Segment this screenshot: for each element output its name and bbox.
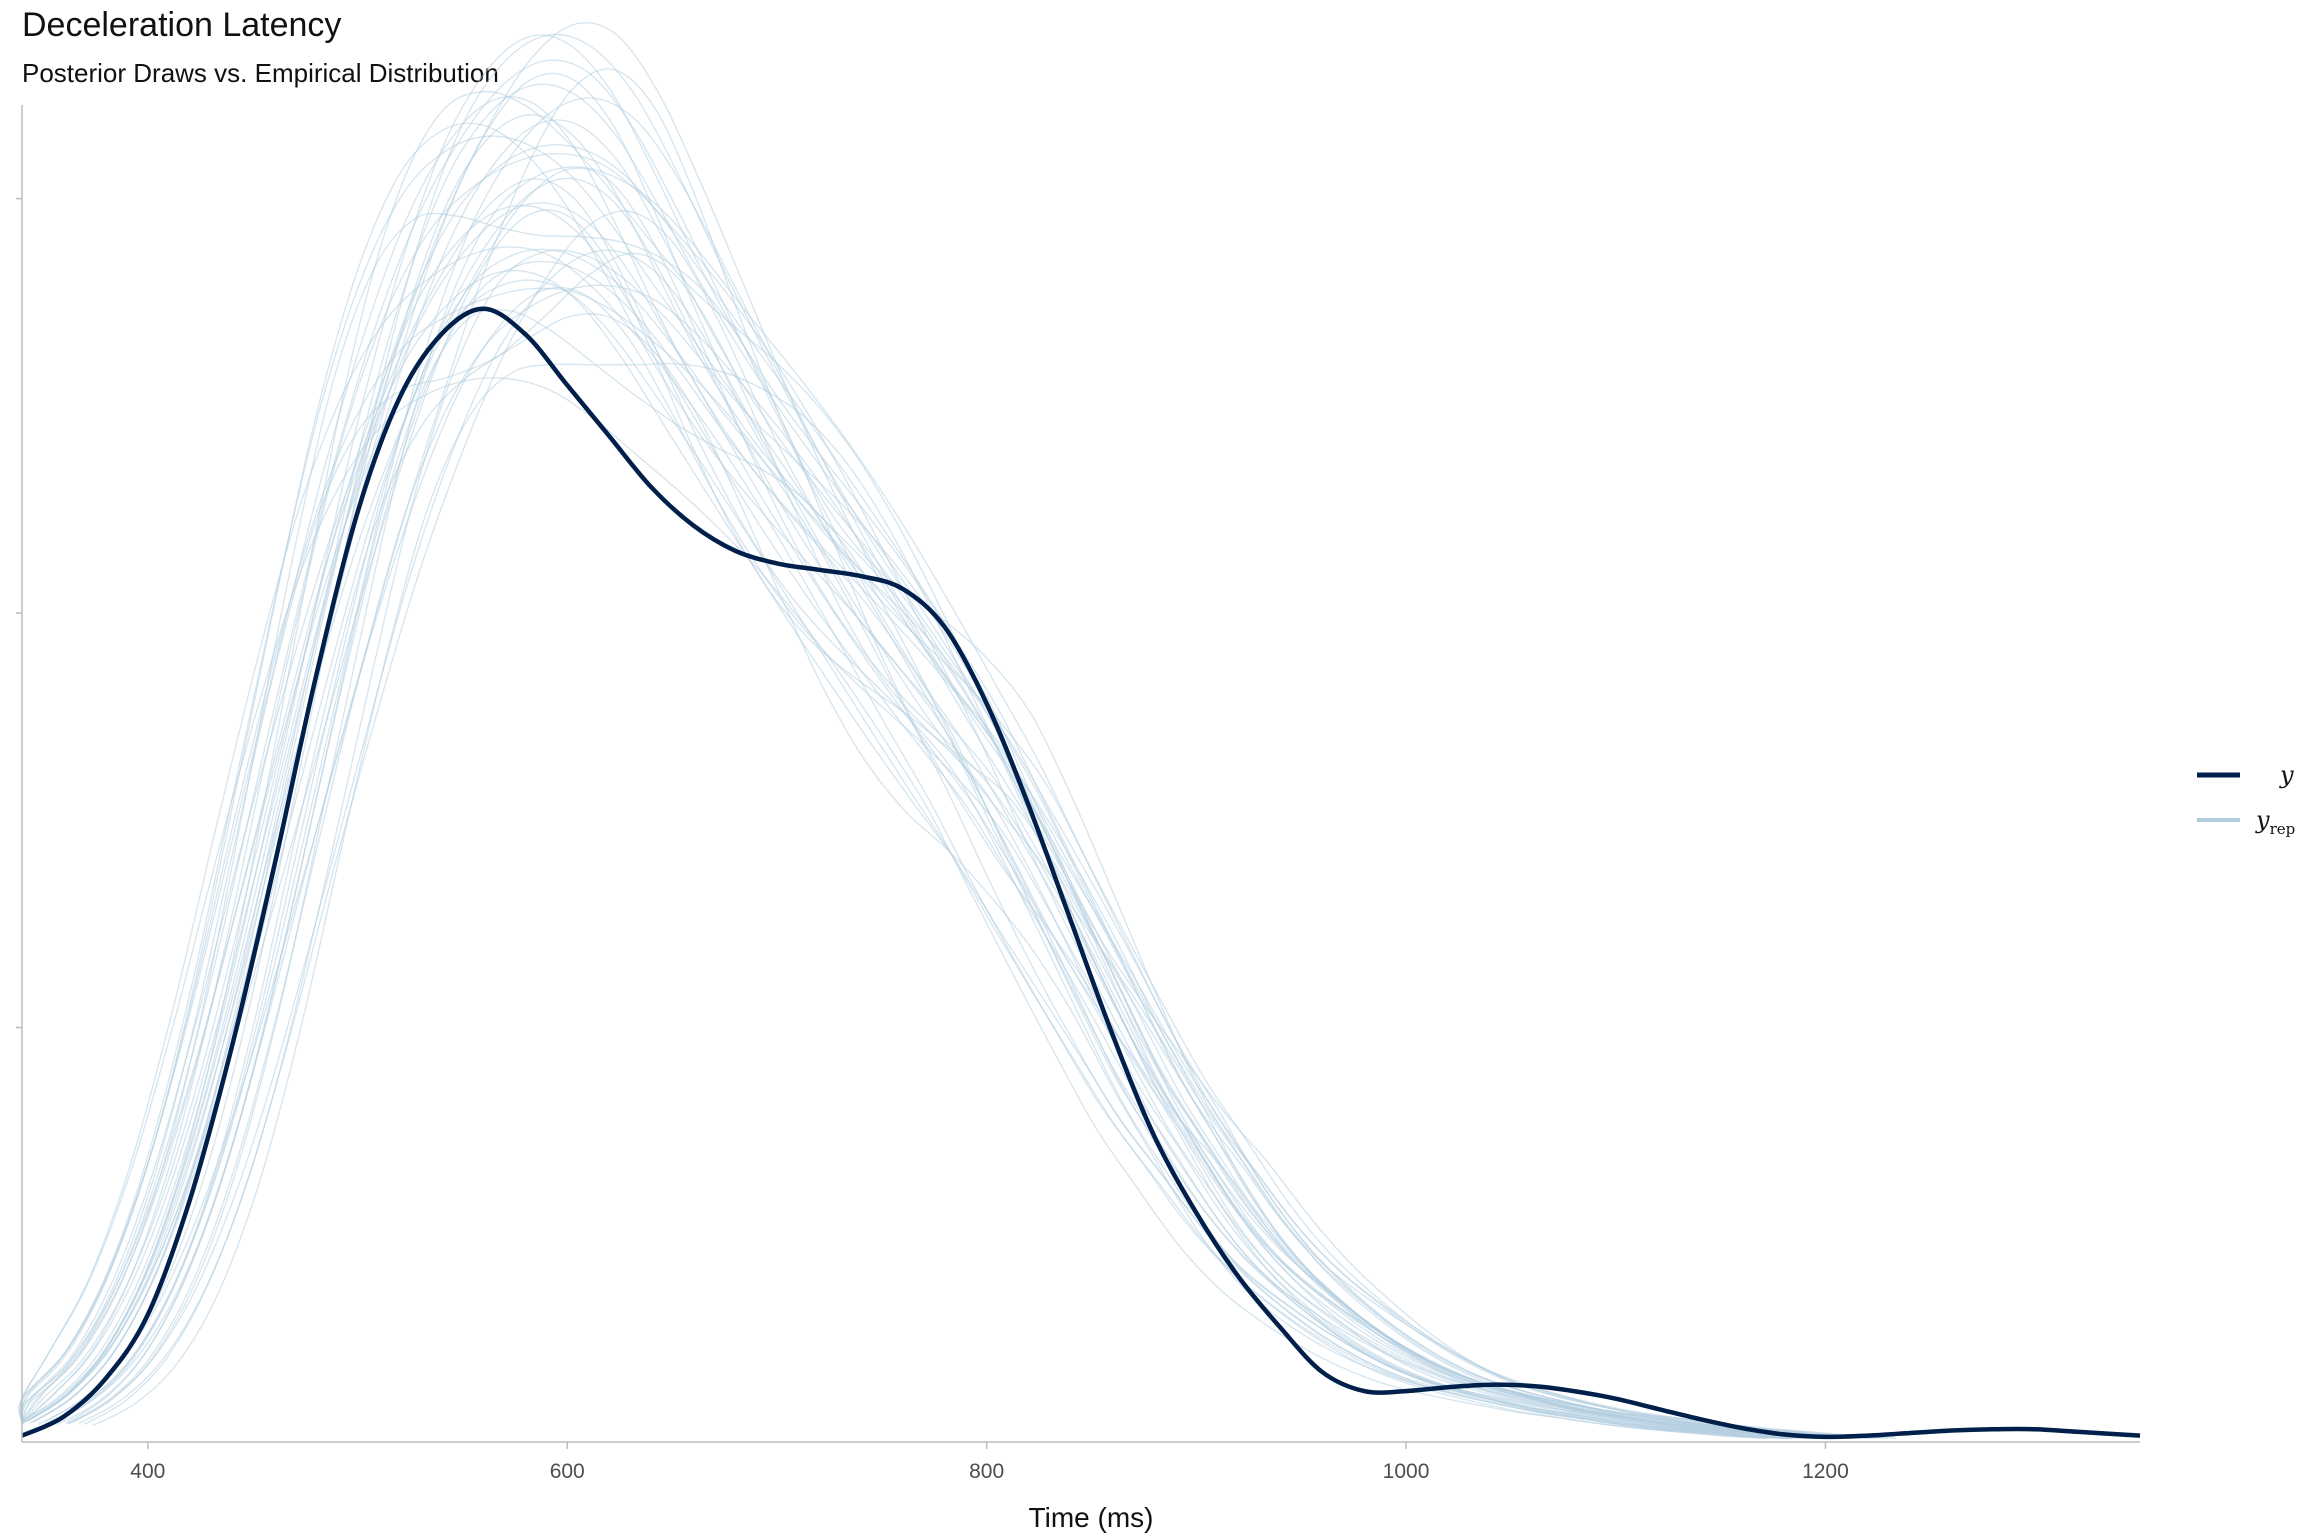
- yrep-series-group: [18, 22, 1897, 1440]
- yrep-draw-line: [44, 33, 1849, 1439]
- x-axis-title: Time (ms): [1029, 1502, 1154, 1533]
- x-tick-label: 1200: [1802, 1460, 1849, 1483]
- yrep-draw-line: [18, 122, 1784, 1439]
- y-series-line: [21, 306, 2141, 1440]
- y-series-group: [21, 306, 2141, 1440]
- yrep-draw-line: [66, 68, 1871, 1439]
- yrep-draw-line: [68, 249, 1873, 1439]
- yrep-draw-line: [29, 177, 1834, 1439]
- x-tick-label: 1000: [1383, 1460, 1430, 1483]
- x-tick-label: 600: [550, 1460, 585, 1483]
- yrep-draw-line: [22, 34, 1827, 1439]
- axes: 400 600 800 1000 1200 Time (ms): [16, 105, 2140, 1533]
- x-tick-label: 400: [130, 1460, 165, 1483]
- chart-subtitle: Posterior Draws vs. Empirical Distributi…: [22, 58, 499, 88]
- yrep-draw-line: [92, 362, 1897, 1439]
- yrep-draw-line: [21, 209, 1825, 1440]
- yrep-draw-line: [25, 114, 1830, 1439]
- legend-label: yrep: [2255, 806, 2295, 838]
- yrep-draw-line: [78, 249, 1883, 1439]
- yrep-draw-line: [27, 22, 1832, 1439]
- yrep-draw-line: [19, 377, 1767, 1440]
- chart-title: Deceleration Latency: [22, 6, 342, 44]
- yrep-draw-line: [21, 204, 1805, 1439]
- legend-label: y: [2279, 761, 2294, 789]
- x-tick-label: 800: [969, 1460, 1004, 1483]
- yrep-draw-line: [37, 286, 1842, 1440]
- yrep-draw-line: [20, 313, 1787, 1440]
- yrep-draw-line: [32, 119, 1837, 1439]
- yrep-draw-line: [19, 246, 1769, 1439]
- yrep-draw-line: [47, 308, 1851, 1440]
- yrep-draw-line: [21, 167, 1825, 1440]
- legend: y yrep: [2197, 761, 2295, 838]
- yrep-draw-line: [56, 260, 1861, 1439]
- yrep-draw-line: [21, 269, 1792, 1440]
